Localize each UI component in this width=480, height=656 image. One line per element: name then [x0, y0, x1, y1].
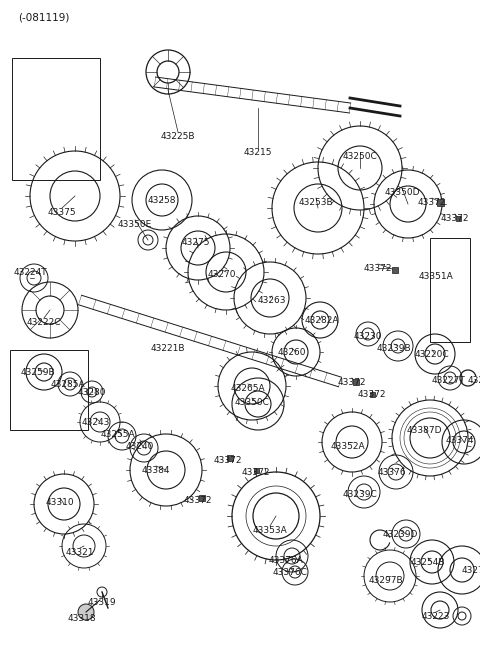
Text: 43230: 43230 [354, 332, 382, 341]
Text: 43297B: 43297B [369, 576, 403, 585]
Text: 43375: 43375 [48, 208, 76, 217]
Text: 43260: 43260 [278, 348, 306, 357]
Text: 43253B: 43253B [299, 198, 333, 207]
Text: 43372: 43372 [358, 390, 386, 399]
Text: 43350C: 43350C [235, 398, 269, 407]
Bar [370, 392, 374, 396]
Text: 43239C: 43239C [343, 490, 377, 499]
Text: 43376: 43376 [378, 468, 406, 477]
Text: 43240: 43240 [126, 442, 154, 451]
Text: 43319: 43319 [88, 598, 116, 607]
Bar [456, 216, 460, 220]
Text: 43310: 43310 [46, 498, 74, 507]
Text: 43220C: 43220C [415, 350, 449, 359]
Text: 43321: 43321 [66, 548, 94, 557]
Text: 43372: 43372 [338, 378, 366, 387]
Text: 43258: 43258 [148, 196, 176, 205]
Text: 43352A: 43352A [331, 442, 365, 451]
Bar [227, 455, 233, 461]
Text: 43374: 43374 [446, 436, 474, 445]
Text: 43353A: 43353A [252, 526, 288, 535]
Text: 43285A: 43285A [51, 380, 85, 389]
Text: 43233: 43233 [468, 376, 480, 385]
Text: 43265A: 43265A [231, 384, 265, 393]
Text: 43278A: 43278A [462, 566, 480, 575]
Text: 43239B: 43239B [377, 344, 411, 353]
Text: 43372: 43372 [418, 198, 446, 207]
Text: 43223: 43223 [422, 612, 450, 621]
Text: 43318: 43318 [68, 614, 96, 623]
Text: 43376C: 43376C [273, 568, 307, 577]
Text: 43376A: 43376A [269, 556, 303, 565]
Text: 43243: 43243 [82, 418, 110, 427]
Text: 43255A: 43255A [101, 430, 135, 439]
Text: 43372: 43372 [184, 496, 212, 505]
Text: 43225B: 43225B [161, 132, 195, 141]
Bar [353, 379, 359, 385]
Bar [436, 199, 444, 205]
Text: 43351A: 43351A [419, 272, 454, 281]
Text: 43372: 43372 [214, 456, 242, 465]
Text: 43259B: 43259B [21, 368, 55, 377]
Text: 43270: 43270 [208, 270, 236, 279]
Text: 43221B: 43221B [151, 344, 185, 353]
Text: 43254B: 43254B [411, 558, 445, 567]
Text: 43372: 43372 [441, 214, 469, 223]
Text: 43282A: 43282A [305, 316, 339, 325]
Bar [392, 267, 398, 273]
Text: 43239D: 43239D [382, 530, 418, 539]
Text: 43224T: 43224T [13, 268, 47, 277]
Text: 43350E: 43350E [118, 220, 152, 229]
Text: 43263: 43263 [258, 296, 286, 305]
Text: 43372: 43372 [242, 468, 270, 477]
Bar [253, 468, 259, 472]
Text: 43275: 43275 [182, 238, 210, 247]
Text: 43280: 43280 [78, 388, 106, 397]
Text: (-081119): (-081119) [18, 12, 70, 22]
Text: 43384: 43384 [142, 466, 170, 475]
Text: 43222C: 43222C [27, 318, 61, 327]
Text: 43387D: 43387D [406, 426, 442, 435]
Text: 43215: 43215 [244, 148, 272, 157]
Text: 43372: 43372 [364, 264, 392, 273]
Bar [199, 495, 205, 501]
Text: 43227T: 43227T [431, 376, 465, 385]
Text: 43250C: 43250C [343, 152, 377, 161]
Text: 43350D: 43350D [384, 188, 420, 197]
Circle shape [78, 604, 94, 620]
